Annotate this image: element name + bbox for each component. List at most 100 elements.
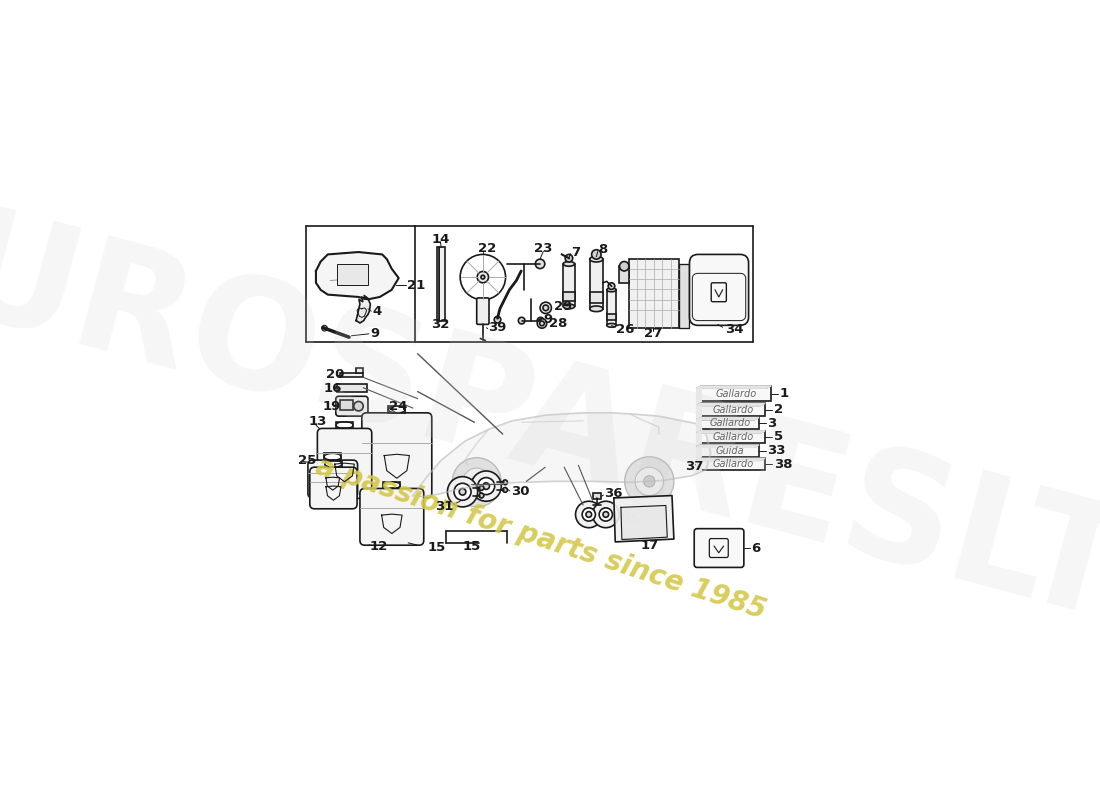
Polygon shape	[696, 430, 766, 433]
Bar	[702, 418, 759, 430]
Bar	[679, 264, 689, 328]
Bar	[702, 458, 766, 470]
Text: 36: 36	[604, 486, 623, 500]
Circle shape	[619, 262, 629, 271]
Text: 30: 30	[510, 486, 529, 498]
Text: 12: 12	[370, 540, 387, 553]
Text: 9: 9	[371, 327, 380, 340]
FancyBboxPatch shape	[310, 467, 358, 509]
Bar	[702, 386, 771, 402]
Circle shape	[608, 282, 615, 290]
Bar	[629, 259, 679, 328]
Text: 17: 17	[640, 538, 659, 552]
Text: Gallardo: Gallardo	[713, 459, 754, 470]
Circle shape	[518, 318, 525, 324]
Ellipse shape	[563, 262, 574, 266]
Polygon shape	[696, 418, 702, 432]
Text: Gallardo: Gallardo	[710, 418, 751, 429]
Text: Guida: Guida	[716, 446, 745, 456]
Polygon shape	[696, 386, 771, 388]
Bar	[702, 403, 766, 416]
FancyBboxPatch shape	[694, 529, 744, 567]
Circle shape	[540, 302, 551, 314]
Circle shape	[459, 489, 465, 495]
Text: 34: 34	[725, 322, 744, 336]
Circle shape	[537, 318, 547, 328]
Circle shape	[540, 321, 544, 326]
Circle shape	[345, 266, 351, 270]
Bar	[439, 247, 444, 321]
Circle shape	[477, 478, 495, 494]
Text: 37: 37	[685, 460, 703, 473]
Bar	[338, 385, 366, 391]
Circle shape	[582, 508, 595, 521]
Circle shape	[354, 402, 363, 411]
Polygon shape	[614, 495, 674, 542]
Text: 33: 33	[768, 444, 786, 458]
Circle shape	[565, 254, 573, 262]
Text: 5: 5	[773, 430, 783, 443]
FancyBboxPatch shape	[336, 396, 368, 416]
Ellipse shape	[607, 288, 616, 292]
Text: 9: 9	[543, 313, 552, 326]
Polygon shape	[696, 403, 766, 406]
Text: 21: 21	[407, 278, 425, 292]
Polygon shape	[696, 418, 759, 420]
Circle shape	[471, 471, 502, 502]
Text: a passion for parts since 1985: a passion for parts since 1985	[311, 452, 769, 624]
Ellipse shape	[563, 304, 574, 309]
Text: 23: 23	[535, 242, 552, 255]
Circle shape	[625, 457, 674, 506]
Bar	[356, 368, 363, 373]
Ellipse shape	[590, 256, 603, 262]
Bar	[702, 430, 766, 443]
Ellipse shape	[607, 323, 616, 327]
Circle shape	[494, 316, 501, 323]
Bar	[619, 266, 629, 282]
Text: 29: 29	[553, 300, 572, 313]
Text: Gallardo: Gallardo	[716, 389, 757, 398]
Text: 32: 32	[431, 318, 450, 331]
Text: EUROSPARESLTD: EUROSPARESLTD	[0, 171, 1100, 687]
Circle shape	[575, 502, 602, 528]
Bar	[594, 493, 601, 499]
Circle shape	[339, 274, 343, 278]
Text: 15: 15	[463, 540, 481, 553]
FancyBboxPatch shape	[476, 298, 490, 324]
Circle shape	[592, 250, 601, 259]
Text: 16: 16	[324, 382, 342, 394]
Bar	[437, 247, 439, 321]
Circle shape	[353, 274, 358, 278]
Text: 15: 15	[428, 541, 447, 554]
Polygon shape	[696, 458, 766, 461]
Circle shape	[635, 467, 663, 495]
Text: 22: 22	[478, 242, 497, 255]
Circle shape	[462, 468, 491, 497]
Bar	[702, 445, 759, 457]
Bar	[607, 314, 616, 320]
Text: 27: 27	[644, 327, 662, 340]
Polygon shape	[620, 506, 668, 539]
Text: 19: 19	[322, 400, 341, 413]
Bar	[324, 454, 341, 460]
Text: 20: 20	[327, 369, 344, 382]
FancyBboxPatch shape	[360, 489, 424, 546]
Text: 2: 2	[773, 403, 783, 416]
Text: 14: 14	[431, 233, 450, 246]
Circle shape	[483, 482, 490, 490]
Circle shape	[600, 508, 613, 521]
Circle shape	[353, 266, 358, 270]
Text: 25: 25	[298, 454, 317, 466]
Text: 38: 38	[773, 458, 792, 471]
Text: 7: 7	[571, 246, 581, 258]
Circle shape	[537, 318, 543, 324]
Circle shape	[593, 502, 619, 528]
Text: 6: 6	[751, 542, 760, 554]
Bar	[340, 400, 353, 410]
Bar	[338, 264, 368, 285]
FancyBboxPatch shape	[690, 254, 749, 326]
Text: 4: 4	[373, 305, 382, 318]
Bar	[336, 422, 353, 429]
Bar	[563, 264, 574, 306]
Circle shape	[480, 486, 484, 490]
